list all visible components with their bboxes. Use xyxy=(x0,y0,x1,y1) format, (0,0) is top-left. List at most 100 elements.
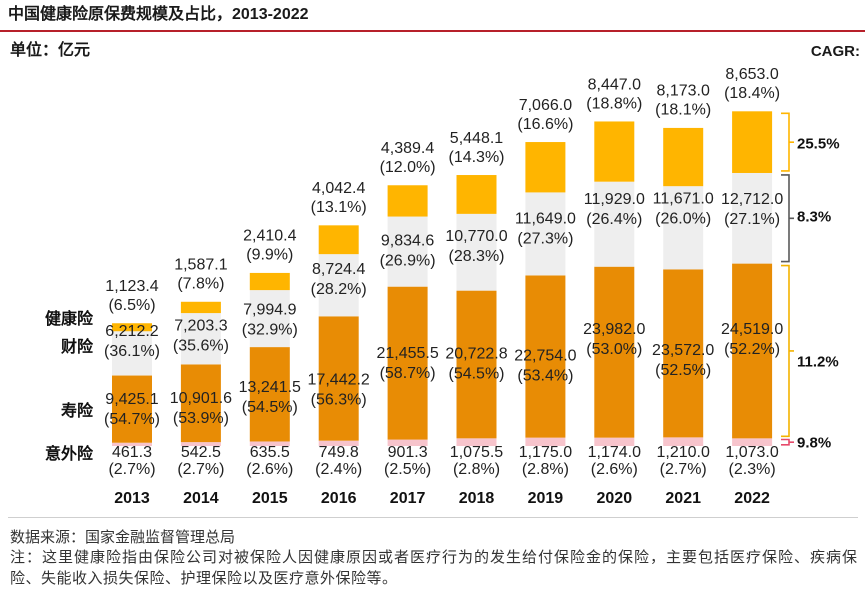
share-label-accident-2016: (2.4%) xyxy=(315,461,362,478)
value-label-health-2015: 2,410.4 xyxy=(243,228,296,245)
value-label-health-2013: 1,123.4 xyxy=(105,278,158,295)
cagr-value-property: 8.3% xyxy=(797,209,831,226)
bar-life-2014 xyxy=(180,364,221,443)
value-label-accident-2015: 635.5 xyxy=(250,444,290,461)
share-label-health-2018: (14.3%) xyxy=(448,149,504,166)
legend-label-property: 财险 xyxy=(60,337,94,356)
share-label-property-2022: (27.1%) xyxy=(724,211,780,228)
share-label-property-2015: (32.9%) xyxy=(242,321,298,338)
bar-stack-2014 xyxy=(180,301,221,446)
bar-health-2015 xyxy=(249,272,290,291)
share-label-life-2020: (53.0%) xyxy=(586,341,642,358)
bar-health-2013 xyxy=(112,323,152,332)
bar-health-2021 xyxy=(663,127,704,187)
value-label-health-2017: 4,389.4 xyxy=(381,140,434,157)
bar-property-2015 xyxy=(249,290,290,348)
bar-life-2019 xyxy=(525,275,566,438)
bar-property-2017 xyxy=(387,216,428,287)
cagr-bracket-property xyxy=(781,174,794,263)
value-label-property-2020: 11,929.0 xyxy=(584,191,645,208)
bar-health-2019 xyxy=(525,142,566,193)
share-label-life-2022: (52.2%) xyxy=(724,341,780,358)
value-label-health-2021: 8,173.0 xyxy=(657,83,710,100)
share-label-accident-2019: (2.8%) xyxy=(522,461,569,478)
bar-life-2017 xyxy=(387,286,428,440)
value-label-life-2015: 13,241.5 xyxy=(239,379,301,396)
value-label-health-2014: 1,587.1 xyxy=(174,257,227,274)
share-label-accident-2018: (2.8%) xyxy=(453,461,500,478)
bar-property-2020 xyxy=(594,181,635,267)
cagr-value-life: 11.2% xyxy=(797,353,839,370)
bar-property-2019 xyxy=(525,192,566,276)
unit-label: 单位：亿元 xyxy=(10,42,91,59)
share-label-life-2018: (54.5%) xyxy=(448,365,504,382)
bar-stack-2018 xyxy=(456,175,497,446)
value-label-property-2021: 11,671.0 xyxy=(653,191,714,208)
bar-stack-2016 xyxy=(318,225,359,446)
bar-accident-2018 xyxy=(456,438,497,446)
value-label-life-2021: 23,572.0 xyxy=(652,342,714,359)
bar-health-2017 xyxy=(387,185,428,217)
year-label-2019: 2019 xyxy=(528,490,564,507)
legend-label-health: 健康险 xyxy=(45,309,94,328)
value-label-accident-2014: 542.5 xyxy=(181,444,221,461)
value-label-property-2014: 7,203.3 xyxy=(174,318,227,335)
value-label-accident-2020: 1,174.0 xyxy=(588,444,641,461)
value-label-life-2020: 23,982.0 xyxy=(583,321,645,338)
value-label-life-2022: 24,519.0 xyxy=(721,321,783,338)
value-label-accident-2013: 461.3 xyxy=(112,444,152,461)
share-label-life-2021: (52.5%) xyxy=(655,362,711,379)
value-label-life-2016: 17,442.2 xyxy=(308,371,370,388)
share-label-property-2013: (36.1%) xyxy=(104,343,160,360)
value-label-property-2022: 12,712.0 xyxy=(721,191,783,208)
share-label-life-2016: (56.3%) xyxy=(311,391,367,408)
value-label-accident-2016: 749.8 xyxy=(319,444,359,461)
share-label-accident-2017: (2.5%) xyxy=(384,461,431,478)
bar-health-2020 xyxy=(594,121,635,182)
value-label-health-2018: 5,448.1 xyxy=(450,130,503,147)
footer-divider xyxy=(8,517,858,518)
value-label-accident-2018: 1,075.5 xyxy=(450,444,503,461)
bar-life-2013 xyxy=(112,375,152,443)
bar-accident-2015 xyxy=(249,441,290,446)
value-label-property-2013: 6,212.2 xyxy=(105,323,158,340)
value-label-property-2017: 9,834.6 xyxy=(381,232,434,249)
bar-life-2016 xyxy=(318,316,359,441)
share-label-health-2019: (16.6%) xyxy=(517,116,573,133)
value-label-health-2019: 7,066.0 xyxy=(519,97,572,114)
bar-life-2015 xyxy=(249,347,290,442)
year-label-2013: 2013 xyxy=(114,490,150,507)
share-label-health-2017: (12.0%) xyxy=(380,159,436,176)
bar-stack-2022 xyxy=(732,111,773,446)
share-label-property-2014: (35.6%) xyxy=(173,338,229,355)
year-label-2015: 2015 xyxy=(252,490,288,507)
share-label-life-2017: (58.7%) xyxy=(380,365,436,382)
year-label-2022: 2022 xyxy=(734,490,770,507)
value-label-accident-2022: 1,073.0 xyxy=(725,444,778,461)
share-label-life-2015: (54.5%) xyxy=(242,399,298,416)
bar-accident-2021 xyxy=(663,437,704,446)
share-label-health-2014: (7.8%) xyxy=(177,276,224,293)
share-label-life-2013: (54.7%) xyxy=(104,411,160,428)
chart-title: 中国健康险原保费规模及占比，2013-2022 xyxy=(8,6,309,23)
value-label-life-2018: 20,722.8 xyxy=(445,345,507,362)
share-label-life-2019: (53.4%) xyxy=(517,367,573,384)
year-label-2020: 2020 xyxy=(597,490,633,507)
bar-life-2021 xyxy=(663,269,704,438)
share-label-property-2017: (26.9%) xyxy=(380,252,436,269)
source-note: 数据来源：国家金融监督管理总局 xyxy=(10,529,236,546)
bar-life-2022 xyxy=(732,263,773,439)
cagr-value-health: 25.5% xyxy=(797,135,840,152)
share-label-health-2020: (18.8%) xyxy=(586,95,642,112)
year-label-2017: 2017 xyxy=(390,490,426,507)
value-label-property-2015: 7,994.9 xyxy=(243,301,296,318)
value-label-accident-2017: 901.3 xyxy=(388,444,428,461)
share-label-accident-2013: (2.7%) xyxy=(108,461,155,478)
year-label-2018: 2018 xyxy=(459,490,495,507)
share-label-life-2014: (53.9%) xyxy=(173,410,229,427)
share-label-health-2015: (9.9%) xyxy=(246,247,293,264)
bar-stack-2013 xyxy=(112,323,152,446)
cagr-bracket-accident xyxy=(781,438,794,446)
